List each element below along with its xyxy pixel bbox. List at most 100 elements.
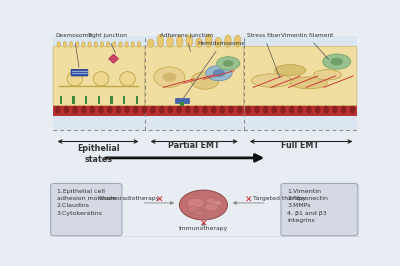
Ellipse shape <box>154 67 185 87</box>
Ellipse shape <box>98 106 104 114</box>
Ellipse shape <box>187 198 204 207</box>
Ellipse shape <box>107 106 112 114</box>
Ellipse shape <box>196 38 202 47</box>
Text: Tight junction: Tight junction <box>87 33 127 53</box>
Ellipse shape <box>217 57 240 70</box>
FancyBboxPatch shape <box>53 46 144 106</box>
Text: Adherens junction: Adherens junction <box>160 33 213 51</box>
Text: Stress fiber: Stress fiber <box>247 33 281 78</box>
Text: Epithelial
states: Epithelial states <box>78 144 120 164</box>
Ellipse shape <box>124 106 130 114</box>
Ellipse shape <box>90 106 95 114</box>
Ellipse shape <box>263 106 268 114</box>
Bar <box>53 36 357 130</box>
Bar <box>175 98 188 103</box>
Bar <box>53 105 357 116</box>
Ellipse shape <box>63 41 66 47</box>
Ellipse shape <box>88 41 91 47</box>
Ellipse shape <box>176 106 182 114</box>
Ellipse shape <box>186 35 193 47</box>
Ellipse shape <box>215 38 222 47</box>
Ellipse shape <box>237 106 242 114</box>
Ellipse shape <box>137 41 141 47</box>
Ellipse shape <box>150 106 156 114</box>
Ellipse shape <box>194 106 199 114</box>
Bar <box>72 95 75 104</box>
Ellipse shape <box>133 106 138 114</box>
Ellipse shape <box>106 41 110 47</box>
Ellipse shape <box>69 41 73 47</box>
Ellipse shape <box>187 206 198 212</box>
Ellipse shape <box>214 200 221 206</box>
Text: 1.Vimentin
2.Fibronectin
3.MMPs
4. β1 and β3
integrins: 1.Vimentin 2.Fibronectin 3.MMPs 4. β1 an… <box>287 189 328 223</box>
Ellipse shape <box>194 211 204 216</box>
Ellipse shape <box>55 106 60 114</box>
Bar <box>98 95 100 104</box>
Text: Hemidsmosome: Hemidsmosome <box>183 41 245 98</box>
Ellipse shape <box>82 41 85 47</box>
Text: 1.Epithelial cell
adhesion molecule
2.Claudins
3.Cytokeratins: 1.Epithelial cell adhesion molecule 2.Cl… <box>57 189 116 216</box>
Ellipse shape <box>205 34 212 47</box>
Ellipse shape <box>57 41 60 47</box>
Ellipse shape <box>120 72 135 86</box>
FancyBboxPatch shape <box>281 184 358 236</box>
Ellipse shape <box>254 106 260 114</box>
FancyBboxPatch shape <box>244 46 357 106</box>
Ellipse shape <box>275 65 306 76</box>
Ellipse shape <box>206 65 232 81</box>
Bar <box>60 95 62 104</box>
Ellipse shape <box>323 54 351 69</box>
FancyBboxPatch shape <box>49 31 361 237</box>
Ellipse shape <box>64 106 69 114</box>
Ellipse shape <box>234 35 241 47</box>
Ellipse shape <box>280 106 286 114</box>
Ellipse shape <box>330 58 343 65</box>
Ellipse shape <box>76 41 79 47</box>
Ellipse shape <box>332 106 338 114</box>
Bar <box>110 95 113 104</box>
Ellipse shape <box>252 74 292 87</box>
Text: ✕: ✕ <box>200 220 207 229</box>
Ellipse shape <box>205 203 218 211</box>
Ellipse shape <box>180 190 228 220</box>
Ellipse shape <box>306 106 312 114</box>
Text: Desmosome: Desmosome <box>56 33 92 67</box>
Ellipse shape <box>211 106 216 114</box>
Ellipse shape <box>191 72 219 89</box>
Ellipse shape <box>298 106 303 114</box>
Text: Partial EMT: Partial EMT <box>168 142 220 151</box>
Ellipse shape <box>94 41 98 47</box>
Ellipse shape <box>116 106 121 114</box>
Polygon shape <box>108 54 118 63</box>
Text: Targeted therapy: Targeted therapy <box>253 196 306 201</box>
Bar <box>123 95 125 104</box>
Ellipse shape <box>213 69 225 77</box>
Ellipse shape <box>220 106 225 114</box>
Ellipse shape <box>223 60 234 66</box>
Ellipse shape <box>162 73 176 82</box>
Ellipse shape <box>350 106 355 114</box>
Ellipse shape <box>290 77 328 89</box>
Ellipse shape <box>289 106 294 114</box>
Ellipse shape <box>67 72 82 86</box>
Ellipse shape <box>324 106 329 114</box>
Ellipse shape <box>125 41 128 47</box>
Ellipse shape <box>167 36 174 47</box>
Ellipse shape <box>314 70 341 80</box>
Ellipse shape <box>112 41 116 47</box>
Text: ✕: ✕ <box>156 196 163 205</box>
Ellipse shape <box>81 106 86 114</box>
Bar <box>180 102 184 106</box>
Ellipse shape <box>72 106 78 114</box>
Ellipse shape <box>168 106 173 114</box>
Text: Immunotherapy: Immunotherapy <box>179 226 228 231</box>
Ellipse shape <box>246 106 251 114</box>
Ellipse shape <box>224 35 231 47</box>
Ellipse shape <box>176 36 183 47</box>
Text: Vimentin filament: Vimentin filament <box>281 33 333 60</box>
Ellipse shape <box>131 41 134 47</box>
Ellipse shape <box>159 106 164 114</box>
Ellipse shape <box>315 106 320 114</box>
Text: Chemoradiotherapy: Chemoradiotherapy <box>98 196 160 201</box>
Ellipse shape <box>157 34 164 47</box>
